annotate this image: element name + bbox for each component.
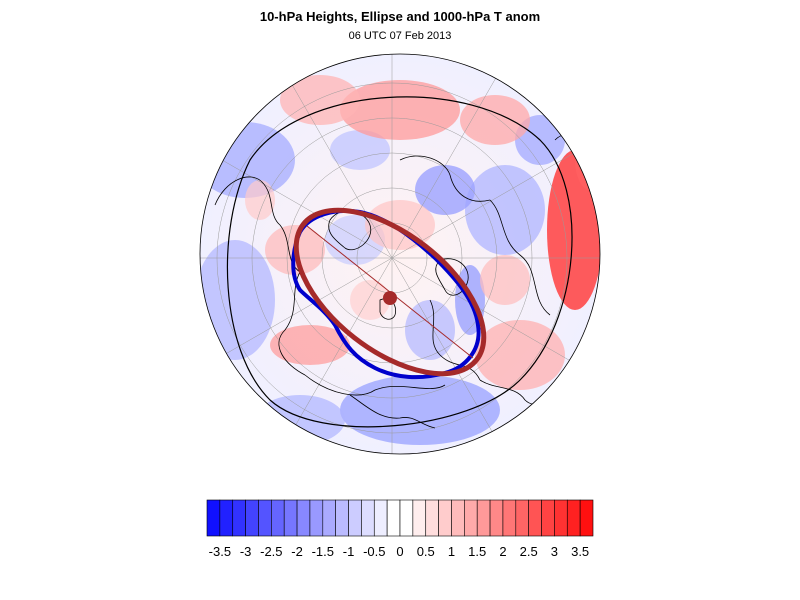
- colorbar-box: [489, 499, 504, 537]
- colorbar-tick-label: 3: [551, 544, 558, 559]
- colorbar-box: [373, 499, 388, 537]
- colorbar-box: [348, 499, 362, 537]
- colorbar-box: [296, 499, 311, 537]
- colorbar-tick-label: 2: [499, 544, 506, 559]
- colorbar-box: [425, 499, 439, 537]
- vortex-ellipse: [293, 207, 487, 377]
- figure-title: 10-hPa Heights, Ellipse and 1000-hPa T a…: [259, 9, 541, 24]
- colorbar-box: [206, 499, 221, 537]
- colorbar-box: [361, 499, 375, 537]
- colorbar-tick-label: -3.5: [209, 544, 231, 559]
- colorbar-box: [219, 499, 234, 537]
- colorbar-tick-label: -1: [343, 544, 355, 559]
- colorbar-box: [412, 499, 427, 537]
- colorbar-box: [528, 499, 542, 537]
- colorbar-tick-label: -3: [240, 544, 252, 559]
- colorbar-tick-label: -2.5: [260, 544, 282, 559]
- colorbar-box: [502, 499, 517, 537]
- colorbar-tick-label: 1: [448, 544, 455, 559]
- colorbar-tick-label: 3.5: [571, 544, 589, 559]
- globe-outline: [199, 53, 601, 455]
- colorbar-boxes: [206, 499, 594, 537]
- colorbar-box: [438, 499, 452, 537]
- colorbar-box: [309, 499, 324, 537]
- ellipse-center-marker: [383, 291, 397, 305]
- colorbar-box: [335, 499, 349, 537]
- colorbar-box: [464, 499, 478, 537]
- height-contour-outer: [226, 96, 573, 428]
- longitude-lines: [200, 54, 600, 454]
- colorbar-box: [541, 499, 555, 537]
- colorbar-tick-label: 1.5: [468, 544, 486, 559]
- colorbar-tick-label: -1.5: [312, 544, 334, 559]
- colorbar-labels: -3.5 -3 -2.5 -2 -1.5 -1 -0.5 0 0.5 1 1.5 2 2.5 3 3.5: [209, 544, 590, 559]
- colorbar-box: [566, 499, 581, 537]
- colorbar-box: [579, 499, 594, 537]
- colorbar-box: [322, 499, 336, 537]
- colorbar-box: [554, 499, 568, 537]
- colorbar-tick-label: 0: [396, 544, 403, 559]
- colorbar-tick-label: 0.5: [417, 544, 435, 559]
- colorbar-box: [258, 499, 272, 537]
- colorbar-box: [232, 499, 246, 537]
- colorbar-box: [515, 499, 529, 537]
- figure-subtitle: 06 UTC 07 Feb 2013: [348, 30, 452, 42]
- colorbar-tick-label: -0.5: [363, 544, 385, 559]
- colorbar-box: [476, 499, 491, 537]
- colorbar-tick-label: -2: [291, 544, 303, 559]
- colorbar-box: [283, 499, 298, 537]
- colorbar-box: [451, 499, 465, 537]
- colorbar-box: [386, 499, 401, 537]
- colorbar-box: [245, 499, 259, 537]
- colorbar-tick-label: 2.5: [520, 544, 538, 559]
- colorbar-box: [399, 499, 414, 537]
- colorbar-box: [271, 499, 285, 537]
